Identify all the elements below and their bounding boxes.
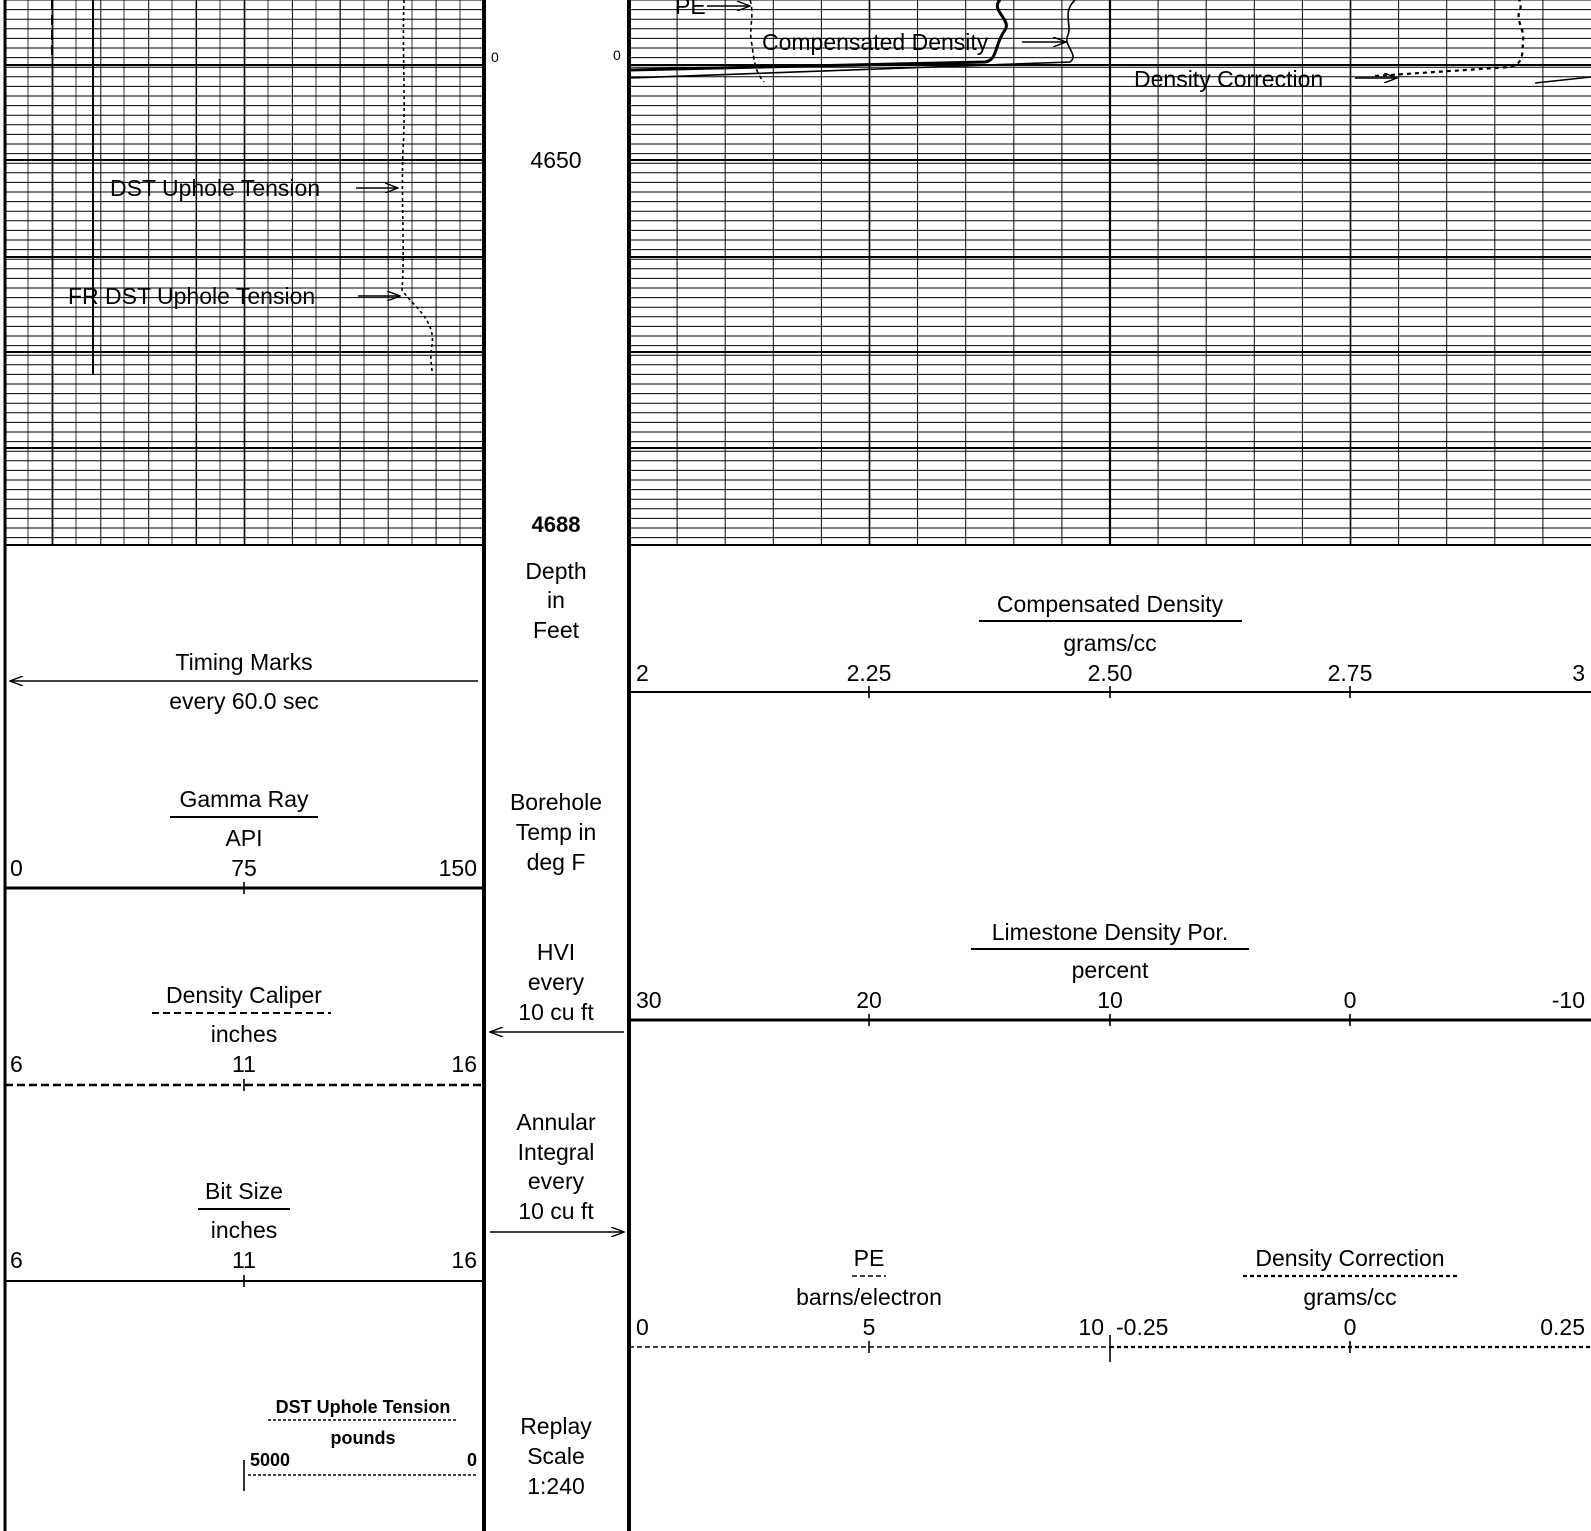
- timing-marks-subtitle: every 60.0 sec: [169, 688, 319, 714]
- compensated-density-tick-3: 2.75: [1328, 660, 1373, 686]
- bit-size-tick-max: 16: [451, 1247, 477, 1273]
- dst-uphole-tension-unit: pounds: [331, 1428, 396, 1448]
- density-caliper-tick-mid: 11: [232, 1051, 256, 1077]
- dst-uphole-tension-tick-max: 0: [467, 1450, 477, 1470]
- svg-text:10 cu ft: 10 cu ft: [518, 999, 594, 1025]
- compensated-density-callout: Compensated Density: [762, 29, 989, 55]
- depth-zero-left: 0: [491, 49, 499, 65]
- pe-unit: barns/electron: [796, 1284, 942, 1310]
- compensated-density-unit: grams/cc: [1063, 630, 1156, 656]
- depth-label-4688: 4688: [532, 512, 581, 537]
- svg-text:every: every: [528, 1168, 585, 1194]
- svg-text:every: every: [528, 969, 585, 995]
- borehole-temp-label: Borehole Temp in deg F: [510, 789, 602, 875]
- pe-tick-1: 5: [863, 1314, 876, 1340]
- svg-text:1:240: 1:240: [527, 1473, 585, 1499]
- limestone-density-por-tick-0: 30: [636, 987, 662, 1013]
- pe-curve: [749, 0, 765, 83]
- gamma-ray-tick-mid: 75: [231, 855, 257, 881]
- density-correction-tick-0: -0.25: [1116, 1314, 1168, 1340]
- pe-tick-0: 0: [636, 1314, 649, 1340]
- svg-text:Depth: Depth: [525, 558, 586, 584]
- limestone-density-por-tick-1: 20: [856, 987, 882, 1013]
- svg-text:HVI: HVI: [537, 939, 575, 965]
- bit-size-tick-min: 6: [10, 1247, 23, 1273]
- dst-uphole-tension-callout: DST Uphole Tension: [110, 175, 320, 201]
- density-caliper-unit: inches: [211, 1021, 277, 1047]
- density-correction-callout: Density Correction: [1134, 66, 1323, 92]
- fr-dst-uphole-tension-callout: FR DST Uphole Tension: [68, 283, 315, 309]
- pe-title: PE: [854, 1245, 885, 1271]
- depth-label-4650: 4650: [530, 147, 581, 173]
- compensated-density-tick-0: 2: [636, 660, 649, 686]
- limestone-density-por-scale-ticks: [868, 1014, 1351, 1026]
- hvi-label: HVI every 10 cu ft: [518, 939, 594, 1025]
- dst-uphole-tension-title: DST Uphole Tension: [276, 1397, 451, 1417]
- density-correction-tick-2: 0.25: [1540, 1314, 1585, 1340]
- right-track-grid: [629, 0, 1591, 546]
- limestone-density-por-tick-3: 0: [1344, 987, 1357, 1013]
- depth-zero-right: 0: [613, 47, 621, 63]
- dst-uphole-tension-curve: [401, 0, 434, 376]
- density-correction-unit: grams/cc: [1303, 1284, 1396, 1310]
- pe-density-correction-scale-ticks: [868, 1335, 1351, 1362]
- gamma-ray-tick-min: 0: [10, 855, 23, 881]
- bit-size-unit: inches: [211, 1217, 277, 1243]
- svg-text:Borehole: Borehole: [510, 789, 602, 815]
- svg-text:in: in: [547, 587, 565, 613]
- limestone-density-porosity-curve: [628, 0, 1076, 79]
- svg-text:Annular: Annular: [516, 1109, 596, 1135]
- svg-text:Feet: Feet: [533, 617, 580, 643]
- limestone-density-por-tick-4: -10: [1552, 987, 1585, 1013]
- svg-text:Integral: Integral: [518, 1139, 595, 1165]
- density-correction-tick-1: 0: [1344, 1314, 1357, 1340]
- svg-text:deg F: deg F: [527, 849, 586, 875]
- svg-text:Scale: Scale: [527, 1443, 585, 1469]
- svg-text:Temp in: Temp in: [516, 819, 597, 845]
- compensated-density-scale-ticks: [868, 686, 1351, 698]
- density-correction-continuation: [1534, 76, 1591, 84]
- bit-size-title: Bit Size: [205, 1178, 283, 1204]
- compensated-density-title: Compensated Density: [997, 591, 1224, 617]
- svg-text:Replay: Replay: [520, 1413, 592, 1439]
- density-caliper-tick-min: 6: [10, 1051, 23, 1077]
- compensated-density-tick-2: 2.50: [1088, 660, 1133, 686]
- gamma-ray-unit: API: [225, 825, 262, 851]
- svg-text:10 cu ft: 10 cu ft: [518, 1198, 594, 1224]
- density-caliper-tick-max: 16: [451, 1051, 477, 1077]
- dst-uphole-tension-tick-min: 5000: [250, 1450, 290, 1470]
- density-caliper-title: Density Caliper: [166, 982, 322, 1008]
- replay-scale-label: Replay Scale 1:240: [520, 1413, 592, 1499]
- limestone-density-por-title: Limestone Density Por.: [992, 919, 1229, 945]
- limestone-density-por-unit: percent: [1072, 957, 1149, 983]
- pe-callout: PE: [675, 0, 706, 19]
- timing-marks-title: Timing Marks: [175, 649, 312, 675]
- limestone-density-por-tick-2: 10: [1097, 987, 1123, 1013]
- annular-integral-label: Annular Integral every 10 cu ft: [516, 1109, 596, 1224]
- bit-size-tick-mid: 11: [232, 1247, 256, 1273]
- pe-tick-2: 10: [1078, 1314, 1104, 1340]
- left-track-grid: [5, 0, 484, 546]
- compensated-density-tick-1: 2.25: [847, 660, 892, 686]
- density-correction-title: Density Correction: [1255, 1245, 1444, 1271]
- compensated-density-curve: [628, 0, 1008, 72]
- gamma-ray-title: Gamma Ray: [179, 786, 309, 812]
- depth-in-feet-label: Depth in Feet: [525, 558, 586, 643]
- gamma-ray-tick-max: 150: [439, 855, 477, 881]
- compensated-density-tick-4: 3: [1572, 660, 1585, 686]
